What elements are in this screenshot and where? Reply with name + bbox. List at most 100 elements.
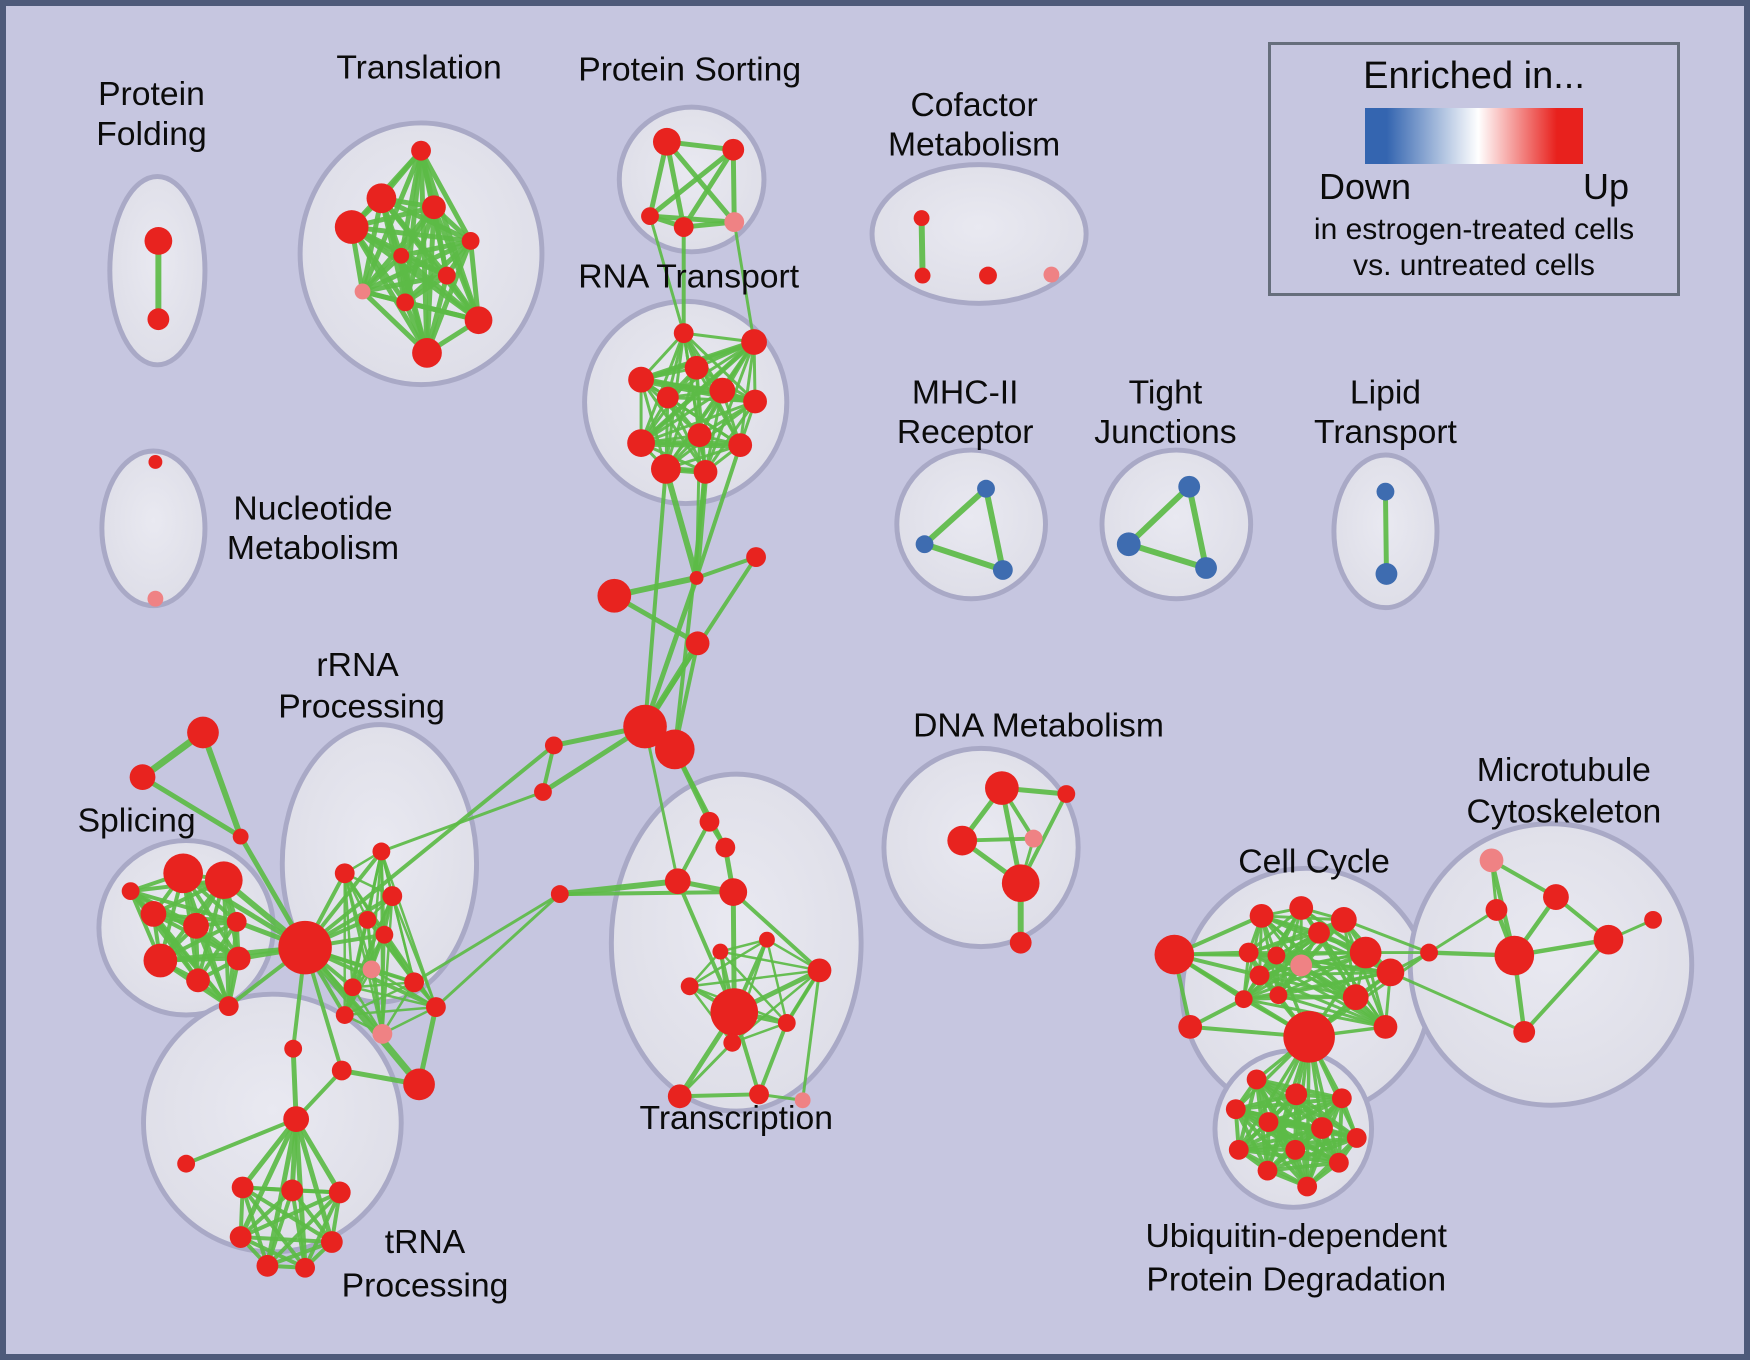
cluster-label-ubiquitin-degradation-line2: Protein Degradation [1146,1261,1446,1299]
network-node-cf3 [1043,266,1060,283]
legend: Enriched in... Down Up in estrogen-treat… [1268,42,1680,296]
network-node-tr8 [396,293,415,312]
network-node-ps0 [652,127,681,156]
legend-endpoint-labels: Down Up [1319,166,1629,208]
network-node-cc15 [1373,1015,1398,1039]
cluster-label-dna-metabolism-line1: DNA Metabolism [913,706,1164,744]
network-node-tx6 [807,958,832,983]
network-node-rt5 [656,386,679,409]
network-edge [719,938,769,953]
network-node-ti [177,1154,196,1173]
network-edge [1260,914,1387,1029]
network-node-tx7 [680,977,699,996]
network-edge [1242,995,1358,1001]
network-node-lt0 [1376,482,1395,501]
network-node-rr12 [335,1006,354,1024]
network-node-cn5 [654,729,695,770]
network-node-tx0 [699,811,720,832]
network-edge [765,938,789,1025]
network-edge [704,399,757,474]
network-node-pf1 [147,308,170,331]
network-node-ub9 [1328,1152,1349,1173]
network-node-tp2 [328,1181,351,1204]
network-node-cc5 [1267,946,1286,965]
network-node-ub5 [1311,1117,1333,1139]
network-edge [664,139,737,225]
network-node-mt6 [1644,910,1662,929]
network-edge [398,253,482,323]
network-node-ub0 [1246,1069,1267,1090]
network-node-ub3 [1225,1099,1246,1120]
network-node-cc2 [1289,896,1314,920]
network-edge [238,1188,295,1240]
cluster-label-protein-folding-line1: Protein [98,75,205,113]
network-edge [732,220,756,344]
network-edge [238,1235,334,1244]
network-edge [1388,970,1526,1034]
network-node-sp2 [140,901,167,927]
network-node-sp6 [186,968,210,993]
network-node-tp5 [256,1254,279,1277]
network-node-rr14 [425,997,446,1017]
network-node-dm4 [1001,864,1040,903]
network-edge [694,443,743,580]
network-node-ub7 [1228,1139,1249,1160]
network-node-rrh [278,920,332,975]
network-node-rr10 [372,1023,393,1044]
cluster-label-cofactor-metabolism-line2: Metabolism [888,126,1060,164]
network-edge [681,147,736,230]
network-node-rt10 [650,454,681,484]
network-node-rt1 [741,329,767,355]
network-node-cn0 [689,570,704,585]
cluster-label-mhc-ii-receptor-line1: MHC-II [912,373,1019,411]
network-node-pf0 [144,227,173,255]
network-node-cc8 [1249,965,1270,986]
network-edge [1336,1096,1344,1165]
cluster-label-lipid-transport-line2: Transport [1314,413,1458,451]
network-node-rr13 [404,972,425,993]
network-node-mh1 [915,535,934,554]
network-node-ub4 [1258,1112,1279,1132]
network-edge [557,890,736,897]
network-edge [688,969,821,988]
network-node-ps2 [641,207,659,226]
network-node-tj1 [1116,532,1141,557]
network-node-spt0 [187,716,219,749]
legend-caption-line2: vs. untreated cells [1353,249,1595,282]
network-edge [643,725,680,883]
network-edge [184,1117,299,1166]
legend-up-label: Up [1582,166,1629,207]
network-node-cc6 [1308,921,1330,944]
cluster-mhc-ii-receptor [894,447,1048,602]
network-node-sp0 [163,853,203,894]
network-edge [694,555,759,580]
network-node-rt9 [728,433,753,457]
network-edge [265,1240,334,1268]
network-node-tx1 [715,837,736,858]
cluster-dna-metabolism [881,745,1081,950]
network-edge [1242,970,1392,1001]
network-node-ps3 [673,217,694,237]
network-node-ub8 [1285,1139,1306,1160]
network-edge [238,1116,299,1240]
network-node-ub1 [1285,1083,1308,1106]
network-node-tr7 [354,283,371,300]
network-node-cn6 [544,736,563,755]
network-edge [688,938,769,988]
legend-down-label: Down [1319,166,1412,207]
cluster-label-transcription-line1: Transcription [640,1099,833,1137]
network-edge [1342,918,1431,955]
network-edge [381,1005,438,1036]
network-node-cc14 [1283,1011,1335,1063]
network-node-cc3 [1330,906,1357,933]
network-edge [293,1116,343,1195]
network-edge [343,1005,438,1017]
network-edge [1236,1126,1325,1152]
network-node-tx4 [759,931,775,948]
cluster-transcription [608,771,864,1114]
cluster-label-tight-junctions-line2: Junctions [1094,413,1236,451]
network-node-mt4 [1420,943,1438,962]
network-node-mt2 [1485,899,1508,921]
network-edge [983,485,1006,573]
